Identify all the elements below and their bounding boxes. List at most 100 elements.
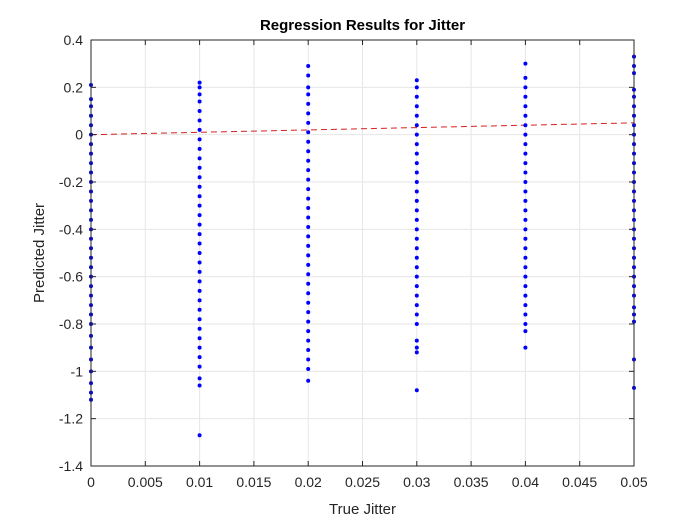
- data-point: [306, 206, 311, 211]
- data-point: [414, 303, 419, 308]
- data-point: [523, 208, 528, 213]
- data-point: [414, 78, 419, 83]
- data-point: [306, 272, 311, 277]
- data-point: [197, 99, 202, 104]
- y-axis-label: Predicted Jitter: [31, 203, 48, 303]
- data-point: [306, 187, 311, 192]
- data-point: [306, 130, 311, 135]
- data-point: [197, 137, 202, 142]
- x-tick-label: 0: [87, 474, 95, 490]
- data-point: [414, 236, 419, 241]
- data-point: [523, 161, 528, 166]
- data-point: [197, 118, 202, 123]
- data-point: [306, 111, 311, 116]
- data-point: [197, 156, 202, 161]
- data-point: [414, 94, 419, 99]
- data-point: [414, 132, 419, 137]
- data-point: [414, 246, 419, 251]
- data-point: [306, 262, 311, 267]
- data-point: [414, 180, 419, 184]
- data-point: [523, 322, 528, 326]
- data-point: [306, 300, 311, 305]
- data-point: [306, 310, 311, 315]
- y-tick-label: -0.2: [59, 174, 83, 190]
- x-tick-label: 0.015: [236, 474, 271, 490]
- data-point: [523, 61, 528, 66]
- y-tick-label: -1.4: [59, 458, 83, 474]
- data-point: [523, 75, 528, 80]
- data-point: [523, 284, 528, 289]
- data-point: [414, 189, 419, 194]
- data-points: [89, 54, 636, 438]
- data-point: [414, 123, 419, 128]
- data-point: [414, 265, 419, 270]
- x-tick-label: 0.02: [295, 474, 322, 490]
- data-point: [523, 293, 528, 298]
- data-point: [197, 433, 202, 438]
- data-point: [197, 241, 202, 246]
- y-tick-label: -0.4: [59, 221, 83, 237]
- regression-dashed-line: [90, 122, 635, 136]
- data-point: [197, 251, 202, 255]
- data-point: [414, 227, 419, 232]
- y-tick-label: -1.2: [59, 411, 83, 427]
- y-tick-label: -1: [71, 363, 84, 379]
- data-point: [414, 113, 419, 118]
- data-point: [197, 109, 202, 113]
- x-axis-label: True Jitter: [329, 501, 396, 518]
- data-point: [306, 120, 311, 125]
- data-point: [414, 284, 419, 289]
- data-point: [414, 208, 419, 213]
- x-tick-label: 0.045: [562, 474, 597, 490]
- data-point: [523, 170, 528, 175]
- data-point: [197, 345, 202, 350]
- data-point: [306, 224, 311, 229]
- data-point: [523, 198, 528, 203]
- data-point: [523, 312, 528, 317]
- reference-line-layer: [90, 122, 635, 136]
- data-point: [197, 194, 202, 199]
- data-point: [306, 158, 311, 163]
- data-point: [306, 149, 311, 154]
- data-point: [414, 217, 419, 222]
- data-point: [306, 73, 311, 78]
- data-point: [523, 189, 528, 194]
- axes: [90, 39, 635, 467]
- data-point: [414, 274, 419, 279]
- data-point: [197, 85, 202, 90]
- data-point: [523, 132, 528, 137]
- data-point: [306, 177, 311, 182]
- data-point: [414, 151, 419, 156]
- data-point: [197, 127, 202, 132]
- data-point: [306, 253, 311, 258]
- data-point: [306, 348, 311, 353]
- data-point: [306, 243, 311, 248]
- data-point: [306, 139, 311, 144]
- data-point: [414, 142, 419, 147]
- x-tick-label: 0.04: [512, 474, 539, 490]
- data-point: [414, 255, 419, 260]
- data-point: [523, 104, 528, 109]
- data-point: [197, 336, 202, 341]
- data-point: [197, 298, 202, 303]
- data-point: [306, 319, 311, 324]
- data-point: [306, 85, 311, 90]
- data-point: [523, 345, 528, 350]
- data-point: [523, 236, 528, 241]
- data-point: [414, 350, 419, 355]
- data-point: [306, 92, 311, 97]
- data-point: [414, 85, 419, 90]
- data-point: [306, 196, 311, 201]
- data-point: [306, 234, 311, 239]
- data-point: [197, 213, 202, 218]
- y-tick-label: 0.2: [64, 79, 84, 95]
- data-point: [306, 378, 311, 383]
- y-tick-label: 0: [75, 127, 83, 143]
- data-point: [414, 322, 419, 326]
- x-tick-label: 0.03: [403, 474, 430, 490]
- y-tick-label: -0.8: [59, 316, 83, 332]
- data-point: [414, 104, 419, 109]
- data-point: [414, 198, 419, 203]
